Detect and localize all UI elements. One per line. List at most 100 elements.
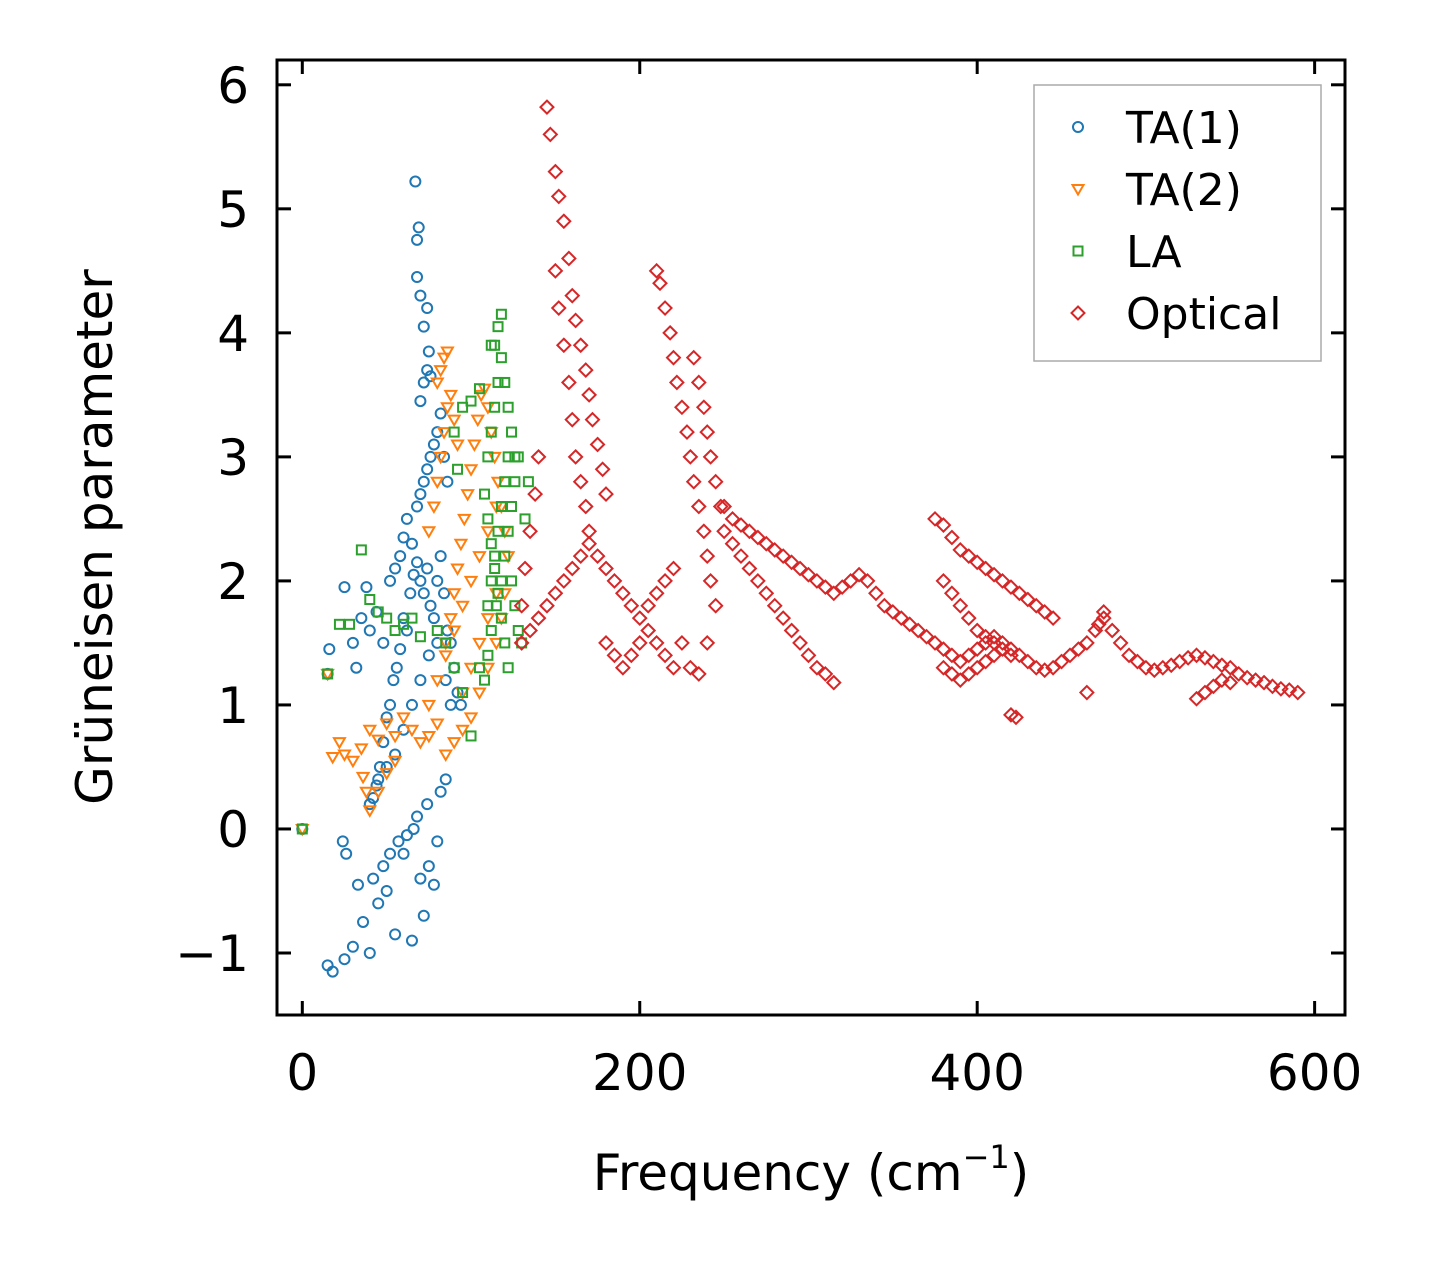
- optical-point: [567, 312, 584, 329]
- series-ta-1: [296, 175, 467, 978]
- optical-point: [530, 448, 547, 465]
- optical-point: [1188, 647, 1205, 664]
- optical-point: [513, 635, 530, 651]
- optical-point: [1045, 659, 1062, 676]
- ta-2-point: [480, 526, 496, 539]
- optical-point: [943, 585, 960, 602]
- ta-2-point: [436, 427, 452, 440]
- optical-point: [918, 628, 935, 645]
- optical-point: [817, 579, 834, 596]
- ta-1-point: [357, 915, 370, 928]
- ta-1-point: [422, 649, 435, 662]
- optical-point: [986, 647, 1002, 664]
- la-point: [495, 500, 507, 512]
- legend-marker-ta-1: [1072, 121, 1084, 133]
- la-point: [495, 308, 507, 320]
- legend: TA(1) TA(2) LA Optical: [1033, 84, 1322, 362]
- optical-point: [834, 579, 851, 596]
- optical-point: [1180, 649, 1197, 666]
- ta-1-point: [405, 934, 418, 947]
- optical-point: [572, 548, 589, 565]
- optical-point: [577, 498, 594, 515]
- ta-1-point: [411, 271, 424, 284]
- optical-point: [682, 659, 699, 676]
- optical-point: [1078, 635, 1095, 651]
- x-axis-title-main: Frequency (cm: [593, 1144, 963, 1202]
- ta-2-point: [446, 737, 462, 750]
- optical-point: [1104, 622, 1121, 639]
- ta-1-point: [370, 779, 383, 792]
- ta-1-point: [389, 928, 402, 941]
- optical-point: [749, 572, 766, 589]
- optical-point: [1213, 672, 1230, 689]
- optical-point: [1028, 659, 1045, 676]
- la-point: [492, 525, 504, 537]
- optical-point: [577, 362, 594, 378]
- la-point: [522, 476, 534, 488]
- optical-point: [695, 399, 712, 416]
- la-point: [499, 637, 511, 649]
- la-point: [502, 662, 514, 674]
- la-point: [355, 544, 367, 556]
- ta-2-point: [470, 414, 486, 428]
- optical-point: [775, 548, 792, 565]
- ta-2-point: [460, 489, 475, 502]
- optical-point: [657, 300, 673, 316]
- ta-1-point: [340, 847, 353, 860]
- ta-1-point: [389, 562, 402, 575]
- ta-2-point: [450, 439, 465, 452]
- optical-point: [550, 188, 567, 205]
- la-point: [448, 662, 460, 674]
- la-point: [485, 625, 497, 637]
- ta-2-point: [440, 346, 455, 359]
- legend-label-ta-1: TA(1): [1125, 103, 1242, 154]
- optical-point: [648, 262, 665, 279]
- legend-marker-optical: [1070, 305, 1086, 321]
- la-point: [482, 600, 494, 612]
- optical-point: [572, 473, 589, 490]
- ta-2-point: [472, 637, 487, 651]
- la-point: [482, 513, 494, 525]
- optical-point: [716, 498, 733, 515]
- ta-1-point: [363, 946, 376, 959]
- ta-1-point: [424, 599, 437, 612]
- ta-2-point: [467, 439, 482, 452]
- ta-1-point: [397, 612, 410, 625]
- ta-1-point: [404, 587, 417, 600]
- ta-1-point: [417, 909, 430, 922]
- ta-2-point: [345, 755, 361, 769]
- optical-point: [682, 448, 699, 465]
- ta-2-point: [446, 414, 462, 428]
- ta-2-point: [413, 737, 428, 750]
- legend-marker-ta-2: [1070, 184, 1086, 197]
- la-point: [296, 823, 308, 835]
- optical-point: [707, 473, 724, 490]
- optical-point: [522, 622, 538, 639]
- x-axis-title-superscript: −1: [963, 1138, 1010, 1176]
- optical-point: [517, 560, 533, 577]
- optical-point: [560, 250, 577, 267]
- optical-point: [808, 659, 825, 676]
- optical-point: [927, 510, 943, 527]
- optical-point: [977, 628, 994, 645]
- optical-point: [910, 622, 927, 639]
- ta-2-point: [387, 730, 403, 744]
- optical-point: [657, 572, 673, 589]
- ta-1-point: [367, 872, 380, 885]
- ta-1-point: [444, 698, 457, 711]
- optical-point: [1213, 657, 1230, 674]
- ta-1-point: [427, 438, 440, 451]
- optical-point: [581, 535, 598, 552]
- la-point: [495, 612, 507, 624]
- optical-point: [547, 262, 564, 279]
- legend-label-optical: Optical: [1126, 289, 1281, 340]
- ta-2-point: [446, 588, 462, 601]
- ta-2-point: [332, 737, 347, 750]
- optical-point: [969, 641, 986, 658]
- ta-2-point: [438, 650, 453, 663]
- la-point: [389, 625, 401, 637]
- la-point: [506, 575, 518, 587]
- optical-point: [589, 436, 606, 453]
- ta-1-point: [387, 674, 400, 687]
- ta-1-point: [372, 773, 385, 786]
